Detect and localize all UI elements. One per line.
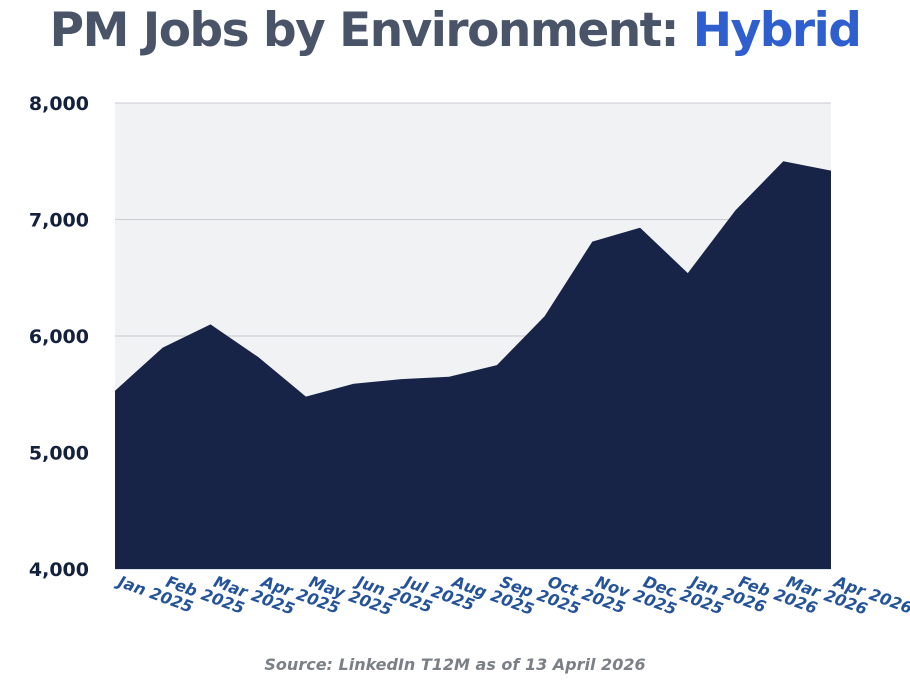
y-tick-label: 7,000 bbox=[29, 210, 89, 232]
y-tick-label: 6,000 bbox=[29, 326, 89, 348]
chart-title-prefix: PM Jobs by Environment: bbox=[49, 3, 693, 58]
area-series bbox=[115, 161, 831, 570]
y-tick-label: 8,000 bbox=[29, 93, 89, 115]
y-tick-label: 5,000 bbox=[29, 443, 89, 465]
y-axis-ticks: 4,000 5,000 6,000 7,000 8,000 bbox=[29, 93, 89, 581]
y-tick-label: 4,000 bbox=[29, 559, 89, 581]
chart-title-highlight: Hybrid bbox=[692, 3, 862, 58]
chart-title: PM Jobs by Environment: Hybrid bbox=[0, 0, 910, 62]
source-note: Source: LinkedIn T12M as of 13 April 202… bbox=[264, 655, 646, 674]
